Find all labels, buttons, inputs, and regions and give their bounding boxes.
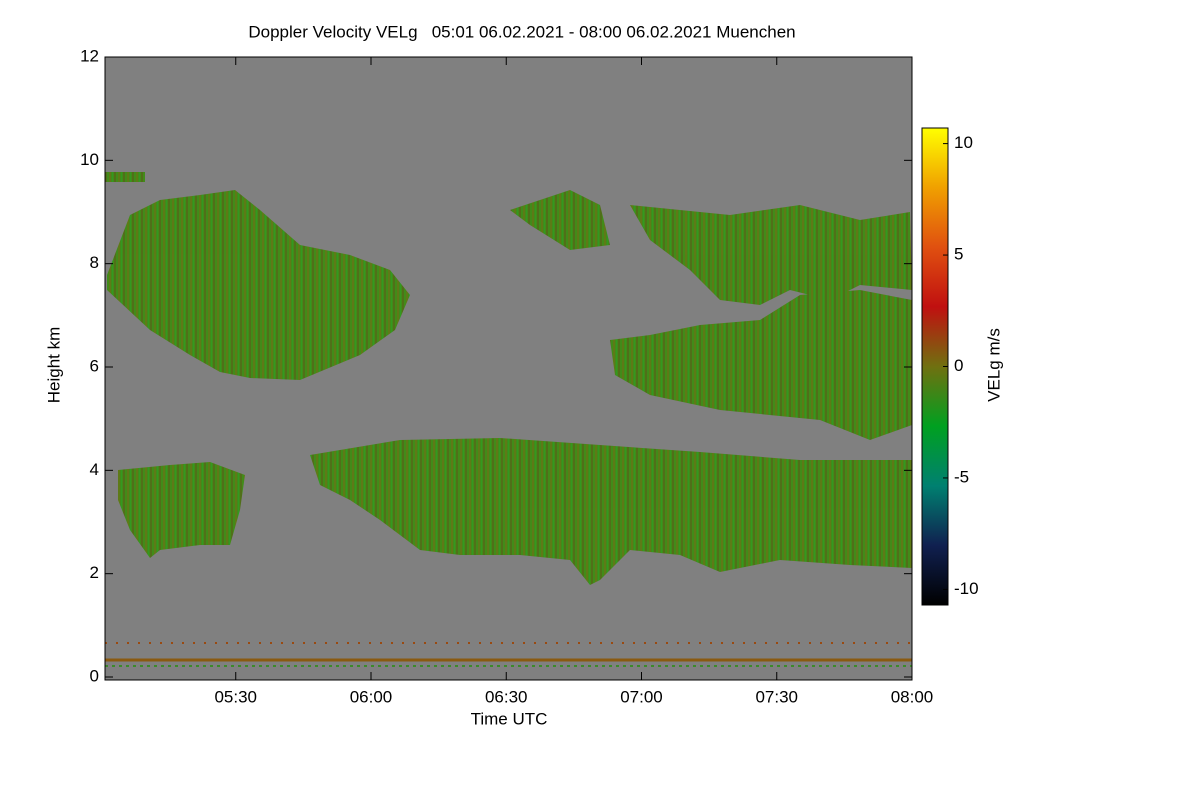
y-tick-label: 12 [80,46,99,65]
chart-title: Doppler Velocity VELg 05:01 06.02.2021 -… [248,22,795,41]
x-tick-label: 05:30 [214,687,257,706]
velocity-field [105,172,912,585]
y-tick-label: 2 [90,563,99,582]
x-tick-label: 06:00 [350,687,393,706]
plot-frame [104,56,913,681]
x-tick-label: 07:30 [755,687,798,706]
y-tick-label: 0 [90,666,99,685]
colorbar-tick-label: -5 [954,467,969,486]
x-tick-label: 07:00 [620,687,663,706]
colorbar-tick-label: 10 [954,133,973,152]
y-tick-label: 6 [90,356,99,375]
x-tick-label: 08:00 [891,687,934,706]
near-surface-echo [105,642,912,667]
colorbar-tick-label: -10 [954,579,979,598]
y-tick-label: 8 [90,253,99,272]
x-tick-label: 06:30 [485,687,528,706]
x-axis-label: Time UTC [471,709,548,728]
colorbar-label: VELg m/s [984,328,1003,402]
colorbar-tick-label: 0 [954,356,963,375]
y-tick-label: 10 [80,150,99,169]
y-axis-label: Height km [44,327,63,404]
y-tick-label: 4 [90,460,99,479]
colorbar-tick-label: 5 [954,245,963,264]
